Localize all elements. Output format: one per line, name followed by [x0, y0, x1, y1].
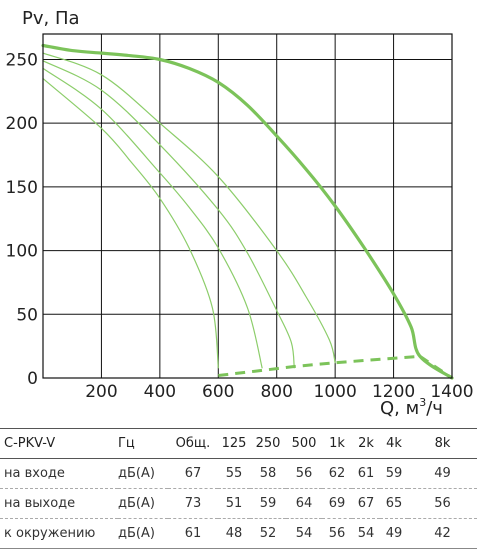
fan-curve-chart: 200 400 600 800 1000 1200 1400050100150200250 …	[6, 8, 474, 419]
cell-value: 65	[380, 488, 408, 519]
cell-value: 73	[168, 488, 218, 519]
table-header-unit: Гц	[118, 428, 168, 459]
fan-curves	[41, 43, 454, 380]
table-header-2k: 2k	[352, 428, 380, 459]
table-row: на входе дБ(А) 67 55 58 56 62 61 59 49	[0, 458, 477, 489]
x-tick-label: 200	[85, 382, 117, 402]
x-tick-label: 1000	[314, 382, 357, 402]
cell-value: 49	[380, 518, 408, 549]
cell-value: 69	[322, 488, 352, 519]
cell-value: 56	[286, 458, 322, 489]
row-unit: дБ(А)	[118, 488, 168, 519]
table-header-1k: 1k	[322, 428, 352, 459]
grid-lines	[43, 34, 452, 378]
x-tick-label: 1200	[372, 382, 415, 402]
cell-value: 51	[218, 488, 250, 519]
row-label: на выходе	[0, 488, 118, 519]
cell-value: 42	[408, 518, 477, 549]
cell-value: 58	[250, 458, 286, 489]
table-header-model: C-PKV-V	[0, 428, 118, 459]
cell-value: 49	[408, 458, 477, 489]
x-tick-label: 600	[202, 382, 234, 402]
row-label: к окружению	[0, 518, 118, 549]
cell-value: 55	[218, 458, 250, 489]
speed-curve	[42, 60, 295, 369]
y-tick-label: 150	[6, 178, 38, 198]
cell-value: 61	[352, 458, 380, 489]
table-header-8k: 8k	[408, 428, 477, 459]
minimum-flow-dashed-line	[218, 354, 421, 377]
x-tick-label: 1400	[430, 382, 473, 402]
table-header-125: 125	[218, 428, 250, 459]
y-tick-label: 50	[16, 305, 38, 325]
cell-value: 56	[322, 518, 352, 549]
plot-frame	[42, 33, 453, 379]
cell-value: 59	[380, 458, 408, 489]
cell-value: 59	[250, 488, 286, 519]
cell-value: 54	[352, 518, 380, 549]
row-unit: дБ(А)	[118, 518, 168, 549]
x-axis-label-superscript: 3	[419, 396, 426, 409]
cell-value: 48	[218, 518, 250, 549]
cell-value: 64	[286, 488, 322, 519]
table-header-4k: 4k	[380, 428, 408, 459]
cell-value: 67	[352, 488, 380, 519]
cell-value: 54	[286, 518, 322, 549]
table-header-250: 250	[250, 428, 286, 459]
speed-curve	[42, 52, 336, 364]
cell-value: 52	[250, 518, 286, 549]
row-unit: дБ(А)	[118, 458, 168, 489]
cell-value: 61	[168, 518, 218, 549]
y-tick-label: 250	[6, 50, 38, 70]
x-axis-label: Q, м3/ч	[380, 396, 443, 419]
table-header-500: 500	[286, 428, 322, 459]
x-tick-label: 800	[260, 382, 292, 402]
y-tick-label: 100	[6, 242, 38, 262]
cell-value: 62	[322, 458, 352, 489]
cell-value: 67	[168, 458, 218, 489]
y-tick-label: 200	[6, 114, 38, 134]
curve-end-dashed-line	[419, 355, 453, 380]
cell-value: 56	[408, 488, 477, 519]
table-row: на выходе дБ(А) 73 51 59 64 69 67 65 56	[0, 488, 477, 519]
max-speed-curve	[41, 43, 454, 380]
table-header-row: C-PKV-V Гц Общ. 125 250 500 1k 2k 4k 8k	[0, 428, 477, 459]
table-row: к окружению дБ(А) 61 48 52 54 56 54 49 4…	[0, 518, 477, 549]
speed-curve	[42, 67, 263, 369]
tick-labels: 200 400 600 800 1000 1200 1400 0 50 100 150 200 250	[6, 50, 474, 402]
speed-curve	[42, 78, 219, 369]
y-tick-label: 0	[27, 369, 38, 389]
table-header-total: Общ.	[168, 428, 218, 459]
row-label: на входе	[0, 458, 118, 489]
x-tick-label: 400	[144, 382, 176, 402]
y-axis-label: Pv, Па	[22, 8, 80, 29]
noise-table: C-PKV-V Гц Общ. 125 250 500 1k 2k 4k 8k …	[0, 428, 477, 549]
